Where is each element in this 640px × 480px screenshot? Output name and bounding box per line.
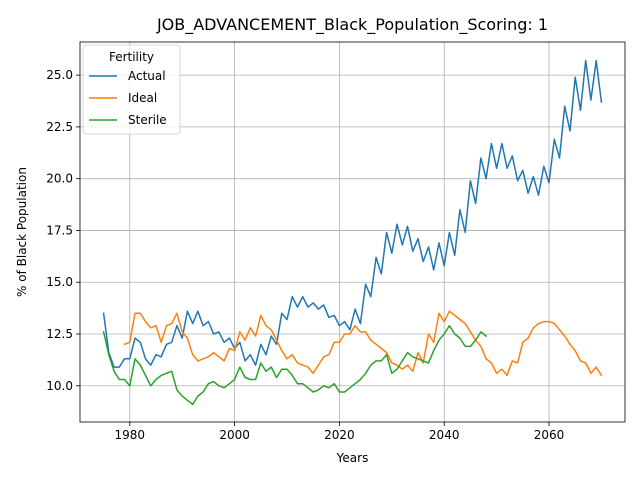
x-axis-ticks: 1980 2000 2020 2040 2060 [115,422,565,442]
series-line-sterile [102,324,488,406]
plot-frame [79,41,626,423]
y-axis-ticks: 10.0 12.5 15.0 17.5 20.0 22.5 25.0 [46,68,80,393]
series-line-ideal [123,310,603,377]
y-tick-label: 15.0 [46,275,73,289]
series-line-actual [102,59,603,368]
x-axis-label: Years [336,451,369,465]
y-tick-label: 25.0 [46,68,73,82]
legend-entries: Actual Ideal Sterile [89,69,167,127]
x-tick-label: 2040 [429,428,460,442]
legend-title: Fertility [109,50,154,64]
y-tick-label: 10.0 [46,379,73,393]
x-tick-label: 2060 [534,428,565,442]
y-tick-label: 20.0 [46,172,73,186]
x-tick-label: 1980 [115,428,146,442]
y-axis-label: % of Black Population [15,167,29,297]
y-tick-label: 22.5 [46,120,73,134]
series-lines [102,59,603,406]
legend: Fertility Actual Ideal Sterile [82,44,181,135]
legend-label-ideal: Ideal [128,91,157,105]
legend-label-sterile: Sterile [128,113,167,127]
x-tick-label: 2000 [219,428,250,442]
y-tick-label: 12.5 [46,327,73,341]
legend-box [82,44,181,135]
chart-title: JOB_ADVANCEMENT_Black_Population_Scoring… [156,15,548,35]
y-tick-label: 17.5 [46,223,73,237]
x-tick-label: 2020 [324,428,355,442]
legend-label-actual: Actual [128,69,166,83]
